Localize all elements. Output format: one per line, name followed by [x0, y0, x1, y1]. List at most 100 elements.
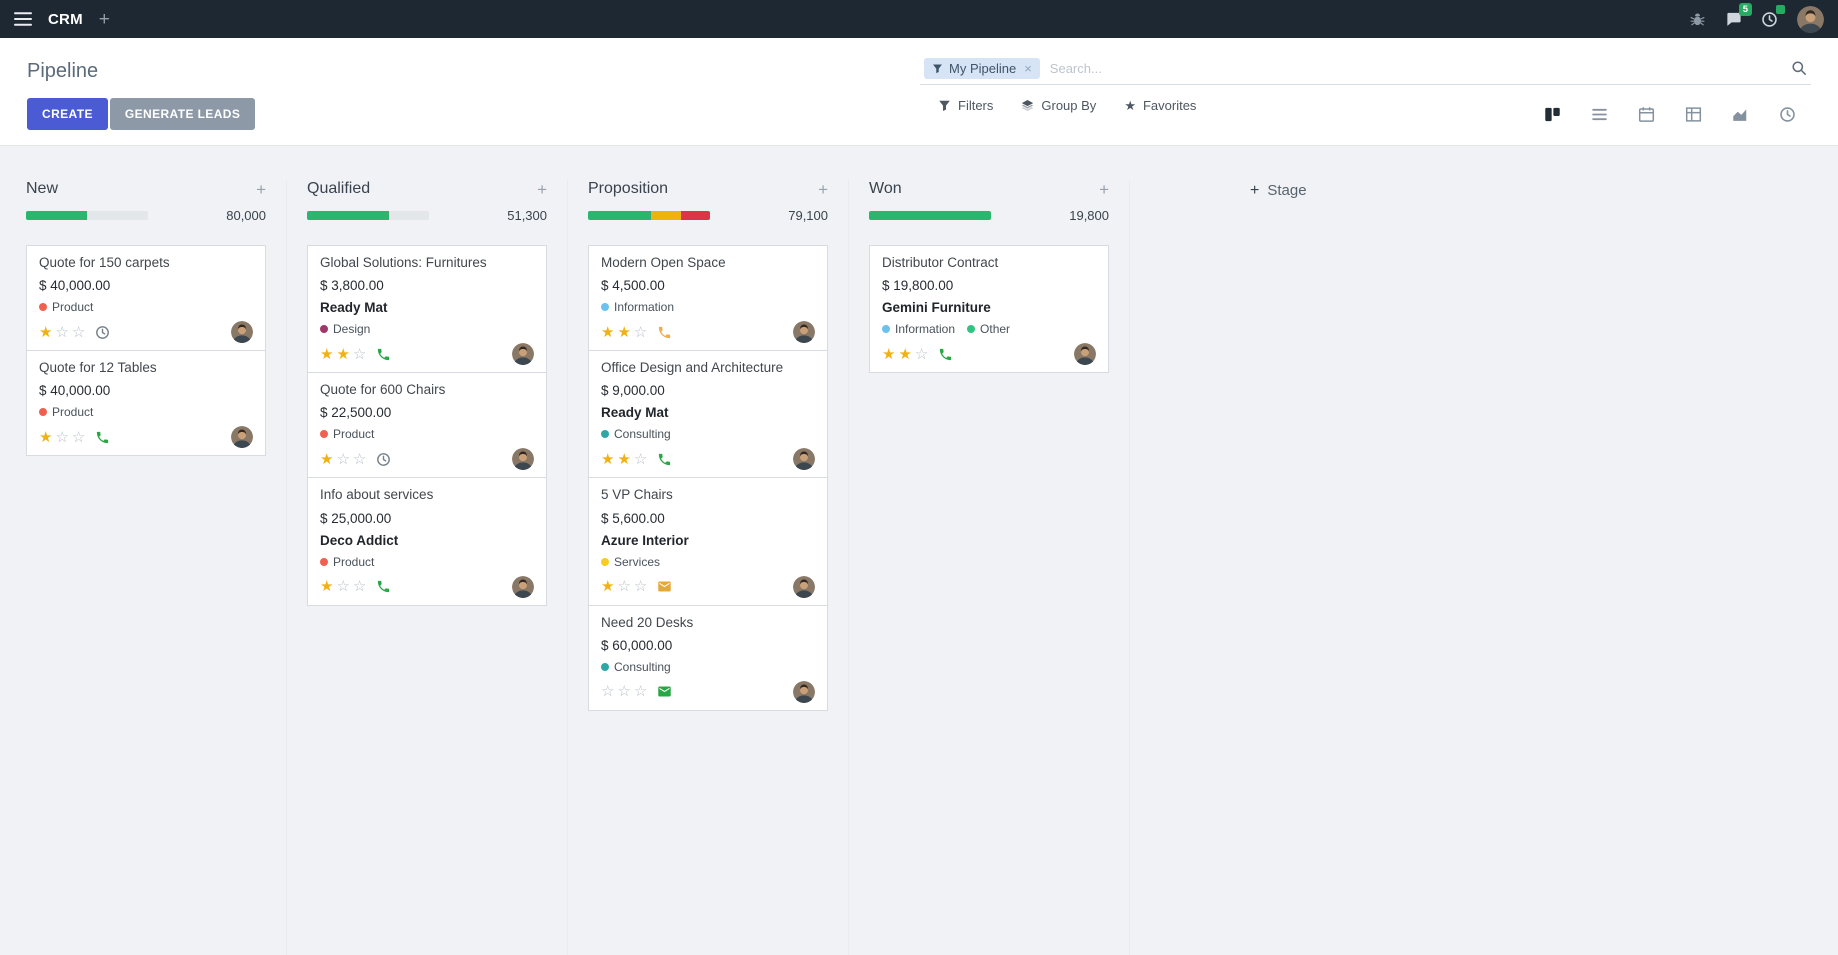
phone-icon[interactable] — [657, 452, 672, 467]
activities-clock-icon[interactable] — [1761, 4, 1785, 28]
messages-icon[interactable]: 5 — [1725, 2, 1752, 28]
progress-segment[interactable] — [26, 211, 87, 220]
priority-star-icon[interactable]: ☆ — [55, 323, 69, 341]
card-customer: Deco Addict — [320, 532, 399, 548]
user-avatar[interactable] — [1797, 6, 1824, 33]
priority-star-icon[interactable]: ☆ — [336, 578, 350, 596]
group-by-button[interactable]: Group By — [1021, 98, 1096, 113]
progress-segment[interactable] — [307, 211, 389, 220]
priority-star-icon[interactable]: ★ — [617, 323, 631, 341]
column-progressbar[interactable] — [869, 211, 991, 220]
column-progressbar[interactable] — [588, 211, 710, 220]
debug-bug-icon[interactable] — [1689, 11, 1706, 28]
view-switch-activity[interactable] — [1764, 97, 1811, 131]
apps-menu-icon[interactable] — [14, 12, 32, 26]
priority-star-icon[interactable]: ☆ — [71, 428, 86, 446]
add-stage-label: Stage — [1267, 182, 1307, 199]
priority-star-icon[interactable]: ★ — [601, 578, 615, 596]
column-title[interactable]: New — [26, 180, 59, 197]
phone-icon[interactable] — [657, 325, 672, 340]
priority-star-icon[interactable]: ☆ — [617, 683, 631, 701]
kanban-card[interactable]: 5 VP Chairs $ 5,600.00 Azure Interior Se… — [588, 477, 828, 606]
priority-star-icon[interactable]: ★ — [601, 323, 615, 341]
column-progressbar[interactable] — [26, 211, 148, 220]
generate-leads-button[interactable]: GENERATE LEADS — [109, 98, 256, 130]
priority-star-icon[interactable]: ☆ — [352, 578, 367, 596]
priority-star-icon[interactable]: ★ — [39, 428, 53, 446]
tag-color-dot — [601, 430, 609, 439]
phone-icon[interactable] — [376, 347, 391, 362]
clock-icon[interactable] — [376, 452, 391, 467]
mail-icon[interactable] — [657, 579, 672, 594]
kanban-card[interactable]: Distributor Contract $ 19,800.00 Gemini … — [869, 245, 1109, 374]
kanban-card[interactable]: Need 20 Desks $ 60,000.00 Consulting ☆ ☆ ☆ — [588, 604, 828, 711]
priority-star-icon[interactable]: ☆ — [601, 683, 615, 701]
search-facet[interactable]: My Pipeline × — [924, 57, 1040, 79]
view-switch-list[interactable] — [1576, 97, 1623, 131]
priority-star-icon[interactable]: ☆ — [633, 578, 648, 596]
tag-color-dot — [320, 430, 328, 439]
filters-button[interactable]: Filters — [938, 98, 993, 113]
priority-star-icon[interactable]: ☆ — [914, 345, 929, 363]
quick-add-card-icon[interactable]: + — [256, 179, 266, 199]
progress-segment[interactable] — [680, 211, 710, 220]
priority-star-icon[interactable]: ☆ — [55, 428, 69, 446]
column-title[interactable]: Qualified — [307, 180, 371, 197]
view-switch-kanban[interactable] — [1529, 97, 1576, 131]
view-switch-pivot[interactable] — [1670, 97, 1717, 131]
phone-icon[interactable] — [95, 430, 110, 445]
priority-star-icon[interactable]: ★ — [320, 450, 334, 468]
priority-star-icon[interactable]: ★ — [898, 345, 912, 363]
kanban-card[interactable]: Info about services $ 25,000.00 Deco Add… — [307, 477, 547, 606]
quick-add-card-icon[interactable]: + — [1099, 179, 1109, 199]
progress-segment[interactable] — [651, 211, 681, 220]
view-switch-calendar[interactable] — [1623, 97, 1670, 131]
phone-icon[interactable] — [376, 579, 391, 594]
priority-star-icon[interactable]: ★ — [39, 323, 53, 341]
priority-star-icon[interactable]: ★ — [336, 345, 350, 363]
priority-star-icon[interactable]: ☆ — [352, 450, 367, 468]
kanban-card[interactable]: Quote for 12 Tables $ 40,000.00 Product … — [26, 350, 266, 457]
create-button[interactable]: CREATE — [27, 98, 108, 130]
tag-label: Consulting — [614, 427, 671, 442]
priority-star-icon[interactable]: ☆ — [617, 578, 631, 596]
search-icon[interactable] — [1791, 60, 1807, 76]
quick-add-card-icon[interactable]: + — [537, 179, 547, 199]
tag-color-dot — [967, 325, 976, 334]
card-tags: Design — [320, 322, 534, 336]
priority-star-icon[interactable]: ★ — [601, 450, 615, 468]
clock-icon[interactable] — [95, 325, 110, 340]
search-bar[interactable]: My Pipeline × — [920, 52, 1811, 85]
priority-star-icon[interactable]: ☆ — [336, 450, 350, 468]
plus-icon[interactable]: + — [98, 8, 110, 30]
kanban-card[interactable]: Quote for 600 Chairs $ 22,500.00 Product… — [307, 372, 547, 479]
add-stage-button[interactable]: + Stage — [1250, 182, 1307, 199]
priority-star-icon[interactable]: ★ — [320, 578, 334, 596]
priority-star-icon[interactable]: ☆ — [352, 345, 367, 363]
column-progressbar[interactable] — [307, 211, 429, 220]
mail-icon[interactable] — [657, 684, 672, 699]
search-input[interactable] — [1047, 59, 1783, 77]
progress-segment[interactable] — [588, 211, 652, 220]
progress-segment[interactable] — [869, 211, 991, 220]
priority-star-icon[interactable]: ☆ — [633, 323, 648, 341]
kanban-card[interactable]: Office Design and Architecture $ 9,000.0… — [588, 350, 828, 479]
priority-star-icon[interactable]: ☆ — [71, 323, 86, 341]
kanban-card[interactable]: Quote for 150 carpets $ 40,000.00 Produc… — [26, 245, 266, 352]
kanban-card[interactable]: Modern Open Space $ 4,500.00 Information… — [588, 245, 828, 352]
kanban-card[interactable]: Global Solutions: Furnitures $ 3,800.00 … — [307, 245, 547, 374]
app-name[interactable]: CRM — [48, 10, 83, 28]
column-title[interactable]: Won — [869, 180, 902, 197]
priority-star-icon[interactable]: ☆ — [633, 683, 648, 701]
favorites-button[interactable]: ★ Favorites — [1124, 98, 1196, 113]
priority-star-icon[interactable]: ☆ — [633, 450, 648, 468]
phone-icon[interactable] — [938, 347, 953, 362]
priority-star-icon[interactable]: ★ — [882, 345, 896, 363]
quick-add-card-icon[interactable]: + — [818, 179, 828, 199]
priority-star-icon[interactable]: ★ — [617, 450, 631, 468]
facet-remove-icon[interactable]: × — [1024, 60, 1032, 76]
tag-color-dot — [601, 303, 609, 312]
priority-star-icon[interactable]: ★ — [320, 345, 334, 363]
view-switch-graph[interactable] — [1717, 97, 1764, 131]
column-title[interactable]: Proposition — [588, 180, 669, 197]
